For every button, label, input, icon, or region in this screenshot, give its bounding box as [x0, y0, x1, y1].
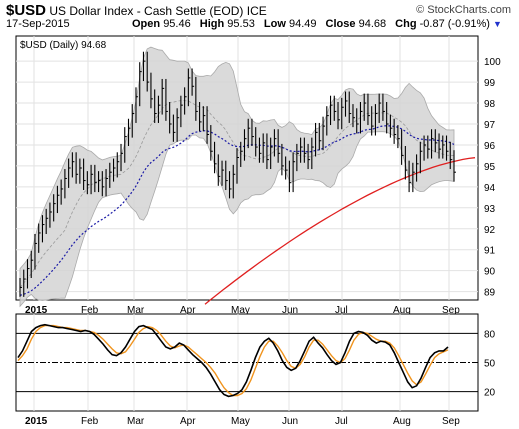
stochastic-fast-line: [17, 323, 449, 398]
x-tick-label: Apr: [180, 305, 196, 316]
x-tick-label: Mar: [127, 305, 145, 316]
ohlc-bar: Open 95.46 High 95.53 Low 94.49 Close 94…: [132, 18, 502, 30]
ma200-line: [204, 157, 476, 305]
x-tick-label: Apr: [180, 416, 196, 427]
y-tick-label: 97: [484, 120, 496, 131]
y-tick-label: 100: [484, 57, 501, 68]
x-tick-label: Aug: [393, 305, 411, 316]
ma50-line: [19, 125, 455, 296]
x-tick-label: Jul: [335, 305, 348, 316]
price-panel: [15, 35, 479, 301]
y-tick-label: 95: [484, 162, 496, 173]
close-label: Close: [325, 18, 356, 30]
y-tick-label: 92: [484, 225, 496, 236]
x-tick-label: Feb: [81, 305, 99, 316]
y-tick-label: 98: [484, 99, 496, 110]
x-tick-label: Aug: [393, 416, 411, 427]
change-label: Chg: [395, 18, 417, 30]
x-tick-label: Jun: [282, 305, 298, 316]
x-tick-label: Jul: [335, 416, 348, 427]
oscillator-tick-label: 20: [484, 388, 496, 399]
x-tick-label: 2015: [25, 416, 48, 427]
x-tick-label: Feb: [81, 416, 99, 427]
y-tick-label: 89: [484, 288, 496, 299]
legend-text: $USD (Daily) 94.68: [20, 40, 107, 51]
x-tick-label: Sep: [442, 416, 460, 427]
close-value: 94.68: [358, 18, 387, 30]
low-label: Low: [263, 18, 286, 30]
high-value: 95.53: [227, 18, 255, 30]
y-tick-label: 93: [484, 204, 496, 215]
bollinger-midline: [19, 100, 455, 288]
oscillator-tick-label: 50: [484, 359, 496, 370]
y-tick-label: 96: [484, 141, 496, 152]
x-tick-label: Mar: [127, 416, 145, 427]
oscillator-tick-label: 80: [484, 329, 496, 340]
y-tick-label: 94: [484, 183, 496, 194]
quote-date: 17-Sep-2015: [6, 18, 70, 30]
oscillator-panel: [15, 313, 479, 412]
high-label: High: [199, 18, 225, 30]
x-tick-label: May: [231, 305, 250, 316]
chart-title-line: $USD US Dollar Index - Cash Settle (EOD)…: [6, 2, 267, 19]
stockcharts-logo[interactable]: © StockCharts.com: [416, 4, 511, 16]
open-label: Open: [132, 18, 161, 30]
down-arrow-icon: ▼: [493, 19, 502, 29]
ticker-symbol: $USD: [6, 2, 47, 19]
low-value: 94.49: [288, 18, 317, 30]
y-tick-label: 90: [484, 267, 496, 278]
stochastic-slow-line: [17, 324, 449, 397]
x-tick-label: 2015: [25, 305, 48, 316]
y-tick-label: 91: [484, 246, 496, 257]
change-value: -0.87 (-0.91%): [419, 18, 490, 30]
open-value: 95.46: [163, 18, 191, 30]
instrument-name: US Dollar Index - Cash Settle (EOD) ICE: [49, 4, 267, 18]
x-tick-label: Sep: [442, 305, 460, 316]
x-tick-label: Jun: [282, 416, 298, 427]
x-tick-label: May: [231, 416, 250, 427]
chart-header: $USD US Dollar Index - Cash Settle (EOD)…: [0, 0, 519, 34]
bollinger-band: [19, 46, 455, 308]
y-tick-label: 99: [484, 78, 496, 89]
